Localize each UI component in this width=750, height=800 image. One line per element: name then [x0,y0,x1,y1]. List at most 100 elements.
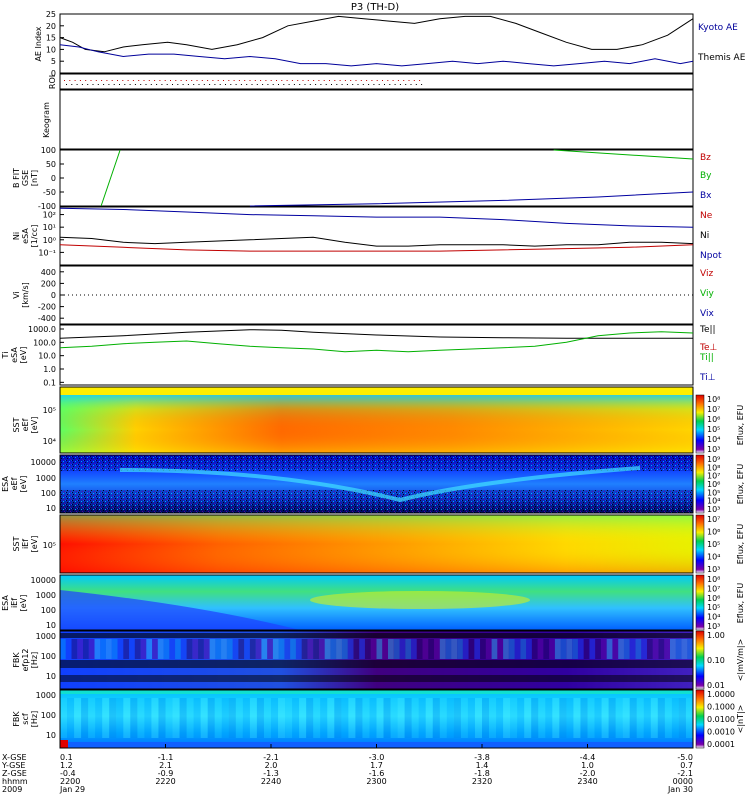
fbk-e-stripe [77,639,84,659]
xtick-time-5: 2340 [577,777,597,786]
fbk-e-stripe [175,639,181,659]
fbk-e-stripe [163,639,170,659]
colorbar-esa-electron-label: Eflux, EFU [736,464,745,505]
roi-dot [286,80,288,81]
fbk-b-stripe [566,698,574,738]
fbk-e-stripe [543,639,550,659]
colorbar-tick-fbk-b-0: 1.0000 [707,690,735,699]
bfit-series [100,149,694,207]
sst-electron-top-strip [60,387,693,395]
fbk-b-stripe [256,698,264,738]
roi-dot [71,84,73,85]
roi-dot [113,84,115,85]
fbk-b-stripe [650,698,658,738]
esae-ytick-3: 10 [46,504,56,513]
density-yticks: 10² 10¹ 10⁰ 10⁻¹ [38,211,64,257]
sste-ytick-1: 10⁴ [43,437,56,446]
fbk-e-stripe [255,639,262,659]
fbk-e-stripe [117,639,124,659]
x-axis-row-label-ygse: Y-GSE [1,761,25,770]
fbk-e-stripe [468,639,475,659]
colorbar-tick-esa-electron-2: 10⁷ [707,472,720,481]
legend-viy: Viy [700,289,714,299]
xtick-x-6: -5.0 [677,753,693,762]
series-density-0-0 [59,244,694,252]
fbk-b-stripe [643,698,651,738]
roi-dot [119,84,120,85]
fbk-b-stripes [60,698,694,738]
fbk-b-stripe [172,698,180,738]
colorbar-tick-esa-ion-2: 10⁶ [707,594,720,603]
fbk-e-stripe [399,639,406,659]
ytick-label-temp-2: 10.0 [38,352,56,361]
panel-temperature: Ti eSA [eV] 1000.0 100.0 10.0 1.0 0.1 Te|| T… [1,324,718,387]
fbk-e-stripe [313,639,319,659]
roi-dot [339,80,341,81]
ytick-label-ae-4: 20 [46,22,56,31]
roi-dot [405,84,407,85]
fbk-e-stripe [416,639,423,659]
fbk-e-stripe [422,639,429,659]
ylabel-ssti-2: iEf [21,539,30,549]
fbk-e-stripe [480,639,486,659]
roi-dot [276,80,277,81]
fbk-b-stripe [74,698,82,738]
fbk-e-stripe [198,639,204,659]
roi-dot [244,80,246,81]
fbk-b-stripe [144,698,152,738]
fbk-b-stripe [418,698,426,738]
fbk-e-stripe [600,639,607,659]
panel-ae-frame [59,13,694,74]
fbk-b-stripe [587,698,595,738]
esa-electron-arc [119,466,641,503]
xtick-y-1: 2.1 [159,761,172,770]
fbk-b-stripe [348,698,356,738]
ytick-label-density-3: 10⁻¹ [38,248,56,257]
fbk-b-stripe [221,698,229,738]
roi-dot [214,84,216,85]
ssti-ytick-0: 10⁵ [43,541,56,550]
colorbar-tick-esa-electron-5: 10⁴ [707,497,720,506]
fbk-e-stripe [439,639,446,659]
xtick-date-6: Jan 30 [667,785,693,794]
roi-dot [164,80,166,81]
roi-dot [309,84,311,85]
ytick-label-temp-4: 0.1 [43,378,56,387]
ylabel-esae-3: [eV] [19,476,28,493]
roi-dot [382,80,383,81]
roi-dot [85,80,87,81]
fbk-e-dark-band-3 [60,675,693,682]
fbk-e-stripe [83,639,89,659]
fbk-e-stripe [462,639,469,659]
roi-dot [106,80,108,81]
colorbar-tick-sst-electron-3: 10⁵ [707,425,720,434]
esa-electron-frame [59,454,694,514]
fbk-e-stripe [451,639,458,659]
ylabel-bfit-1: B FIT [12,168,21,188]
roi-dot [76,84,78,85]
roi-dot [260,80,262,81]
fbk-b-stripe [425,698,433,738]
fbk-e-stripe [100,639,107,659]
roi-dot [182,84,184,85]
fbk-b-stripe [285,698,293,738]
roi-dot [389,84,391,85]
ytick-label-ae-0: 0 [51,69,56,78]
ylabel-esai-1: ESA [1,595,10,611]
roi-dot [111,80,113,81]
colorbar-sst-electron-bar [695,394,705,454]
roi-dot [299,84,301,85]
fbk-e-dark-band-1 [60,633,693,638]
fbk-e-stripe [681,639,688,659]
roi-dot [325,84,327,85]
fbk-e-stripe [503,639,509,659]
roi-dot [265,80,267,81]
fbkb-ytick-1: 100 [41,711,56,720]
roi-dot [140,84,142,85]
fbk-e-stripe [261,639,268,659]
sst-electron-frame [59,386,694,454]
fbk-e-stripe [629,639,636,659]
panel-density-frame [59,206,694,266]
fbke-ytick-2: 10 [46,672,56,681]
